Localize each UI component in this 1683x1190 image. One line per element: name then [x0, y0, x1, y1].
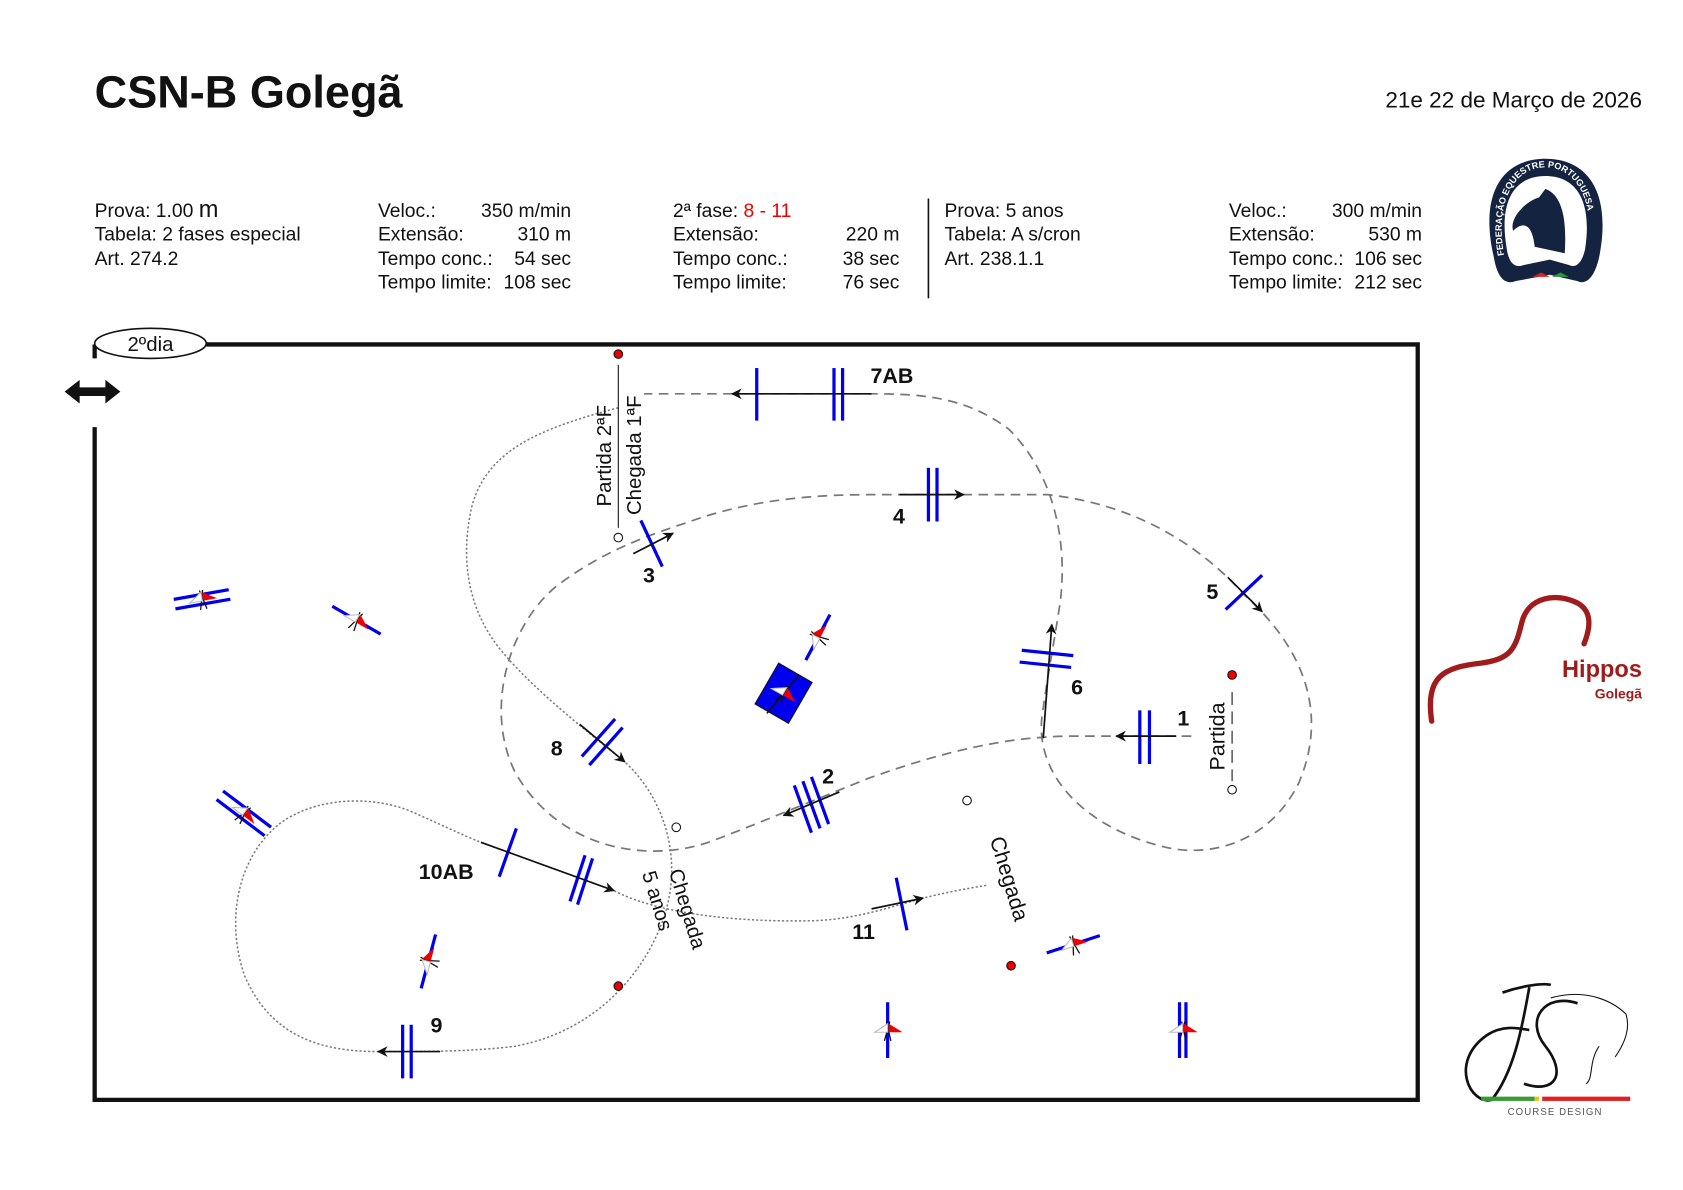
fence-number: 6 — [1071, 675, 1083, 699]
finish-5anos-line: Chegada 5 anos — [613, 822, 709, 991]
phase-range: 8 - 11 — [743, 201, 791, 222]
ext-value: 310 m — [517, 224, 571, 245]
fence-number: 2 — [822, 764, 834, 788]
tc-label: Tempo conc.: — [378, 249, 493, 270]
phase-label: 2ª fase: — [673, 201, 738, 222]
phase-2-track — [234, 407, 988, 1053]
ext-label: Extensão: — [378, 224, 464, 245]
prova: Prova: 5 anos — [945, 201, 1064, 222]
spare-fence — [173, 587, 231, 613]
tabela: Tabela: 2 fases especial — [95, 224, 301, 245]
spare-fence — [803, 613, 836, 661]
tl-label: Tempo limite: — [378, 273, 492, 294]
fence-2: 2 — [782, 764, 840, 834]
fence-8: 8 — [551, 717, 626, 767]
tc-value: 54 sec — [514, 249, 571, 270]
hippos-logo: Hippos Golegã — [1427, 594, 1642, 724]
svg-text:Prova: 1.00 m: Prova: 1.00 m — [95, 197, 219, 223]
prova: Prova: 1.00 — [95, 201, 194, 222]
phase-2-info: 2ª fase: 8 - 11 Extensão: 220 m Tempo co… — [673, 201, 900, 294]
prova-unit: m — [199, 197, 219, 223]
arena-border — [92, 342, 1420, 1103]
finish-1f-label: Chegada 1ªF — [624, 395, 646, 515]
fence-7ab: 7AB — [730, 364, 913, 421]
tl-label: Tempo limite: — [673, 273, 787, 294]
tl-value: 108 sec — [504, 273, 572, 294]
start-2f-label: Partida 2ªF — [594, 405, 616, 507]
tc-label: Tempo conc.: — [673, 249, 788, 270]
fence-number: 11 — [852, 920, 875, 944]
tc-label: Tempo conc.: — [1229, 249, 1344, 270]
tl-value: 76 sec — [843, 273, 900, 294]
fence-number: 3 — [643, 564, 655, 588]
spare-fence — [874, 1002, 904, 1059]
veloc-value: 350 m/min — [481, 201, 571, 222]
water-jump — [754, 662, 813, 725]
page-title: CSN-B Golegã — [95, 66, 404, 117]
class-2-info: Prova: 5 anos Tabela: A s/cron Art. 238.… — [945, 201, 1423, 294]
veloc-value: 300 m/min — [1332, 201, 1422, 222]
fence-3: 3 — [632, 519, 674, 588]
fence-11: 11 — [852, 877, 925, 944]
event-date: 21e 22 de Março de 2026 — [1385, 87, 1642, 112]
finish-line: Chegada — [962, 795, 1033, 971]
fence-number: 7AB — [870, 364, 913, 388]
spare-fence — [1169, 1002, 1199, 1059]
ext-value: 530 m — [1368, 224, 1422, 245]
art: Art. 238.1.1 — [945, 249, 1045, 270]
fence-number: 9 — [431, 1013, 443, 1037]
start-2f-finish-1f-line: Partida 2ªF Chegada 1ªF — [594, 349, 646, 543]
js-logo-text: COURSE DESIGN — [1508, 1107, 1603, 1118]
tl-label: Tempo limite: — [1229, 273, 1343, 294]
start-label: Partida — [1206, 702, 1230, 770]
spare-fence — [215, 789, 273, 838]
fence-number: 8 — [551, 736, 563, 760]
tc-value: 106 sec — [1354, 249, 1422, 270]
svg-text:2ª fase: 8 - 11: 2ª fase: 8 - 11 — [673, 201, 791, 222]
ext-value: 220 m — [846, 224, 900, 245]
tc-value: 38 sec — [843, 249, 900, 270]
veloc-label: Veloc.: — [1229, 201, 1287, 222]
fence-number: 5 — [1206, 580, 1218, 604]
spare-fence — [331, 604, 382, 638]
art: Art. 274.2 — [95, 249, 179, 270]
fence-10ab: 10AB — [419, 827, 616, 906]
js-course-design-logo: COURSE DESIGN — [1464, 982, 1631, 1118]
fence-5: 5 — [1206, 573, 1264, 613]
day-label: 2ºdia — [127, 334, 174, 356]
finish-label: Chegada — [985, 834, 1033, 924]
class-1-info: Prova: 1.00 m Tabela: 2 fases especial A… — [95, 197, 572, 294]
ext-label: Extensão: — [673, 224, 759, 245]
fence-4: 4 — [893, 467, 965, 529]
ext-label: Extensão: — [1229, 224, 1315, 245]
entrance-double-arrow-icon — [64, 379, 121, 404]
fence-number: 10AB — [419, 860, 474, 884]
fence-number: 1 — [1177, 706, 1189, 730]
fence-9: 9 — [376, 1013, 443, 1079]
spare-fence — [1046, 930, 1101, 960]
start-line: Partida — [1206, 670, 1237, 795]
veloc-label: Veloc.: — [378, 201, 436, 222]
spare-fence — [416, 934, 444, 989]
fence-6: 6 — [1019, 623, 1083, 739]
fence-number: 4 — [893, 505, 905, 529]
fep-logo: FEDERAÇÃO EQUESTRE PORTUGUESA — [1489, 158, 1603, 283]
tabela: Tabela: A s/cron — [945, 224, 1081, 245]
day-badge: 2ºdia — [93, 327, 208, 360]
hippos-text: Hippos — [1562, 657, 1642, 683]
fence-1: 1 — [1115, 706, 1189, 765]
phase-1-track — [500, 392, 1313, 852]
tl-value: 212 sec — [1354, 273, 1422, 294]
hippos-sub-text: Golegã — [1595, 686, 1642, 702]
